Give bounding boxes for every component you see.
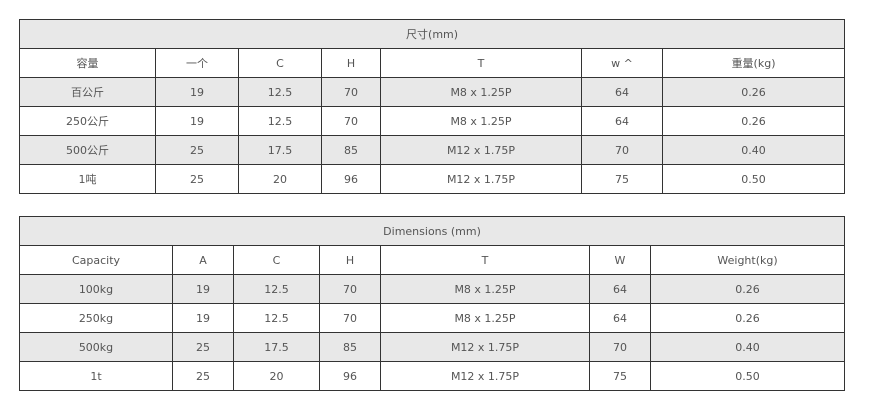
table-cell: M12 x 1.75P <box>380 135 582 165</box>
column-header: C <box>238 48 322 78</box>
table-cell: 20 <box>238 164 322 194</box>
table-cell: 70 <box>589 332 651 362</box>
table-cell: 19 <box>155 106 239 136</box>
table-cell: 17.5 <box>233 332 320 362</box>
table-cell: 1吨 <box>19 164 156 194</box>
table-cell: 75 <box>589 361 651 391</box>
table-cell: 250kg <box>19 303 173 333</box>
table-cell: 0.40 <box>649 332 846 362</box>
table-cell: 25 <box>155 164 239 194</box>
table-cell: 19 <box>155 77 239 107</box>
table-cell: 0.50 <box>661 164 846 194</box>
table-cell: 64 <box>581 106 663 136</box>
table-cell: 250公斤 <box>19 106 156 136</box>
column-header: W <box>589 245 651 275</box>
table-cell: 12.5 <box>233 303 320 333</box>
table-cell: 20 <box>233 361 320 391</box>
table-cell: M12 x 1.75P <box>380 361 590 391</box>
column-header: Capacity <box>19 245 173 275</box>
table-cell: 500kg <box>19 332 173 362</box>
column-header: 一个 <box>155 48 239 78</box>
table-cell: 100kg <box>19 274 173 304</box>
table-title: 尺寸(mm) <box>18 19 846 49</box>
table-cell: 0.40 <box>661 135 846 165</box>
column-header: H <box>319 245 381 275</box>
table-cell: 64 <box>581 77 663 107</box>
table-cell: 64 <box>589 274 651 304</box>
column-header: T <box>380 48 582 78</box>
table-cell: 19 <box>172 274 234 304</box>
table-row: 250公斤 19 12.5 70 M8 x 1.25P 64 0.26 <box>19 106 846 136</box>
table-cell: 0.26 <box>661 106 846 136</box>
table-cell: M8 x 1.25P <box>380 274 590 304</box>
column-header: Weight(kg) <box>649 245 846 275</box>
table-cell: 1t <box>19 361 173 391</box>
table-cell: 12.5 <box>238 106 322 136</box>
table-cell: 70 <box>321 77 381 107</box>
column-header: 容量 <box>19 48 156 78</box>
table-title: Dimensions (mm) <box>18 216 846 246</box>
table-row: 250kg 19 12.5 70 M8 x 1.25P 64 0.26 <box>19 303 846 333</box>
table-cell: 19 <box>172 303 234 333</box>
table-cell: M8 x 1.25P <box>380 106 582 136</box>
table-cell: 12.5 <box>238 77 322 107</box>
table-cell: 百公斤 <box>19 77 156 107</box>
table-cell: M8 x 1.25P <box>380 77 582 107</box>
header-row: Capacity A C H T W Weight(kg) <box>19 245 846 275</box>
column-header: T <box>380 245 590 275</box>
table-row: 1t 25 20 96 M12 x 1.75P 75 0.50 <box>19 361 846 391</box>
table-row: 100kg 19 12.5 70 M8 x 1.25P 64 0.26 <box>19 274 846 304</box>
table-cell: 96 <box>319 361 381 391</box>
table-cell: 25 <box>155 135 239 165</box>
table-row: 1吨 25 20 96 M12 x 1.75P 75 0.50 <box>19 164 846 194</box>
table-cell: 0.26 <box>649 274 846 304</box>
table-cell: M12 x 1.75P <box>380 164 582 194</box>
column-header: C <box>233 245 320 275</box>
table-cell: 0.26 <box>661 77 846 107</box>
table-cell: M12 x 1.75P <box>380 332 590 362</box>
table-cell: 25 <box>172 361 234 391</box>
table-row: 500kg 25 17.5 85 M12 x 1.75P 70 0.40 <box>19 332 846 362</box>
table-cell: 70 <box>581 135 663 165</box>
table-cell: 500公斤 <box>19 135 156 165</box>
table-cell: 0.50 <box>649 361 846 391</box>
table-row: 500公斤 25 17.5 85 M12 x 1.75P 70 0.40 <box>19 135 846 165</box>
column-header: A <box>172 245 234 275</box>
table-cell: 25 <box>172 332 234 362</box>
dimensions-table-english: Dimensions (mm) Capacity A C H T W Weight(kg) 10… <box>18 216 846 391</box>
table-cell: 96 <box>321 164 381 194</box>
table-cell: 12.5 <box>233 274 320 304</box>
table-cell: 17.5 <box>238 135 322 165</box>
table-row: 百公斤 19 12.5 70 M8 x 1.25P 64 0.26 <box>19 77 846 107</box>
title-row: 尺寸(mm) <box>18 19 846 49</box>
table-cell: M8 x 1.25P <box>380 303 590 333</box>
table-cell: 0.26 <box>649 303 846 333</box>
table-cell: 70 <box>319 274 381 304</box>
column-header: 重量(kg) <box>661 48 846 78</box>
table-cell: 85 <box>319 332 381 362</box>
table-cell: 75 <box>581 164 663 194</box>
title-row: Dimensions (mm) <box>18 216 846 246</box>
table-cell: 85 <box>321 135 381 165</box>
column-header: w ^ <box>581 48 663 78</box>
column-header: H <box>321 48 381 78</box>
table-cell: 70 <box>319 303 381 333</box>
table-cell: 70 <box>321 106 381 136</box>
table-cell: 64 <box>589 303 651 333</box>
